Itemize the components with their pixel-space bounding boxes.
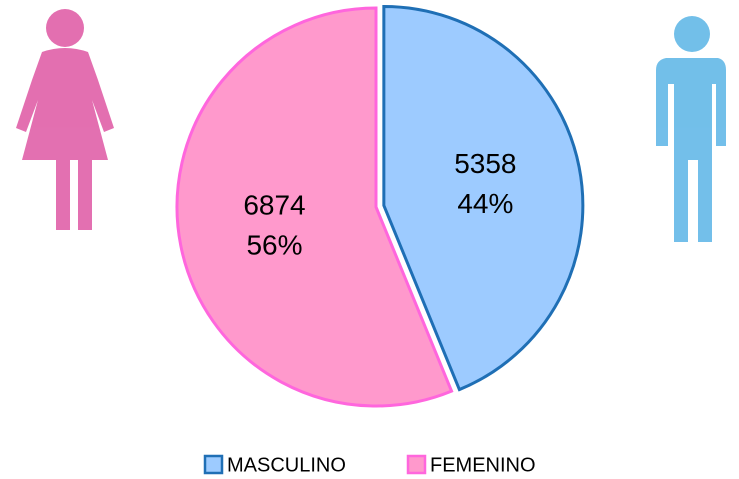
legend-label: MASCULINO [227, 454, 346, 476]
legend-swatch [406, 454, 427, 475]
legend-label: FEMENINO [430, 454, 536, 476]
percent-label: 44% [457, 188, 513, 219]
value-label: 6874 [243, 189, 305, 220]
pie-slice [382, 4, 585, 392]
female-icon [16, 9, 114, 230]
male-icon [656, 16, 726, 242]
pie-slice [175, 6, 454, 408]
value-label: 5358 [454, 148, 516, 179]
percent-label: 56% [246, 229, 302, 260]
legend-swatch [203, 454, 224, 475]
